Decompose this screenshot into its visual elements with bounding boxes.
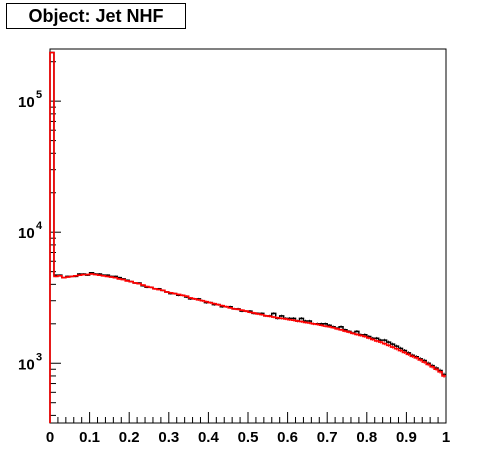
- x-tick-label: 0.9: [396, 429, 417, 446]
- y-tick-label: 10: [18, 94, 35, 111]
- x-axis: 0 0.1 0.2 0.3 0.4 0.5 0.6 0.7 0.8 0.9 1: [46, 412, 450, 446]
- y-tick-exponent: 4: [36, 220, 43, 232]
- series-layer: [49, 51, 446, 423]
- chart-title: Object: Jet NHF: [6, 3, 186, 29]
- x-tick-label: 0.1: [79, 429, 100, 446]
- histogram-series-red: [49, 51, 446, 423]
- x-tick-label: 0: [46, 429, 54, 446]
- x-tick-label: 0.5: [238, 429, 259, 446]
- x-tick-label: 0.8: [356, 429, 377, 446]
- x-tick-label: 0.7: [317, 429, 338, 446]
- y-tick-label: 10: [18, 356, 35, 373]
- histogram-series-black: [49, 51, 446, 423]
- x-tick-label: 0.2: [119, 429, 140, 446]
- plot-frame: [49, 48, 447, 424]
- y-tick-exponent: 3: [36, 351, 42, 363]
- x-tick-label: 1: [442, 429, 450, 446]
- y-tick-label: 10: [18, 225, 35, 242]
- x-tick-label: 0.6: [277, 429, 298, 446]
- x-tick-label: 0.3: [158, 429, 179, 446]
- x-tick-label: 0.4: [198, 429, 220, 446]
- y-tick-exponent: 5: [36, 89, 42, 101]
